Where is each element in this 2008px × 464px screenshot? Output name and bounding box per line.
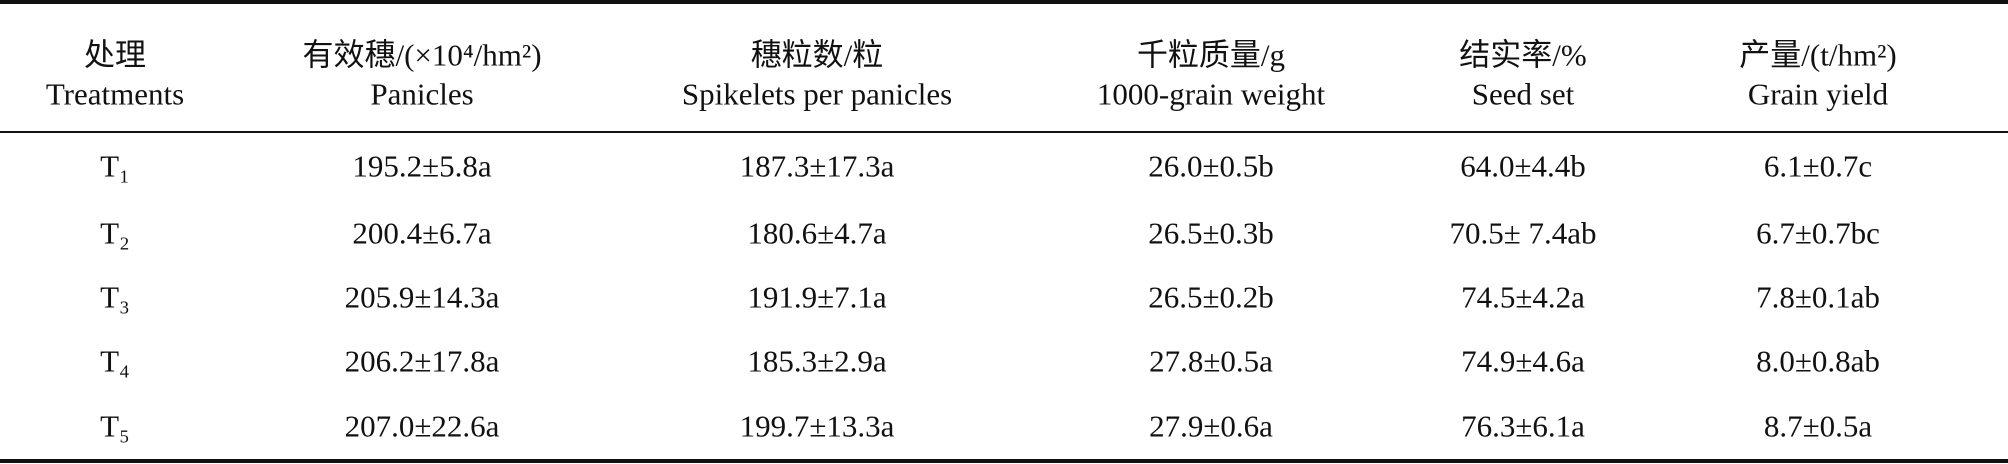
table-cell: 6.7±0.7bc (1756, 215, 1880, 251)
bottom-rule (0, 459, 2008, 463)
header-zh: 产量/(t/hm²) (1739, 37, 1897, 73)
table-cell: 207.0±22.6a (344, 408, 500, 444)
table-cell: 180.6±4.7a (747, 215, 887, 251)
table-cell: 27.9±0.6a (1149, 408, 1273, 444)
table-cell: 200.4±6.7a (352, 215, 492, 251)
table-cell: 26.5±0.2b (1148, 279, 1274, 315)
row-label: T₃ (100, 279, 130, 315)
table-cell: 27.8±0.5a (1149, 343, 1273, 379)
row-label: T₂ (100, 215, 130, 251)
header-en: 1000-grain weight (1096, 76, 1326, 112)
table-cell: 206.2±17.8a (344, 343, 500, 379)
table-cell: 74.9±4.6a (1461, 343, 1585, 379)
header-en: Spikelets per panicles (681, 76, 953, 112)
table-cell: 74.5±4.2a (1461, 279, 1585, 315)
table-cell: 8.7±0.5a (1763, 408, 1873, 444)
row-label: T₄ (100, 343, 130, 379)
header-en: Treatments (45, 76, 185, 112)
table-cell: 70.5± 7.4ab (1449, 215, 1597, 251)
table-cell: 76.3±6.1a (1461, 408, 1585, 444)
row-label: T₁ (100, 148, 130, 184)
header-zh: 千粒质量/g (1136, 37, 1286, 73)
table-cell: 26.0±0.5b (1148, 148, 1274, 184)
table-cell: 205.9±14.3a (344, 279, 500, 315)
top-rule (0, 0, 2008, 4)
header-zh: 有效穗/(×10⁴/hm²) (302, 37, 542, 73)
table-cell: 64.0±4.4b (1460, 148, 1586, 184)
header-en: Seed set (1471, 76, 1575, 112)
row-label: T₅ (100, 408, 130, 444)
table-cell: 26.5±0.3b (1148, 215, 1274, 251)
table-cell: 185.3±2.9a (747, 343, 887, 379)
table-cell: 8.0±0.8ab (1756, 343, 1880, 379)
header-en: Panicles (370, 76, 474, 112)
header-en: Grain yield (1747, 76, 1889, 112)
header-zh: 穗粒数/粒 (750, 37, 884, 73)
table-cell: 6.1±0.7c (1763, 148, 1873, 184)
header-rule (0, 131, 2008, 133)
table-cell: 199.7±13.3a (739, 408, 895, 444)
table-cell: 7.8±0.1ab (1756, 279, 1880, 315)
table-cell: 195.2±5.8a (352, 148, 492, 184)
header-zh: 结实率/% (1459, 37, 1587, 73)
table-cell: 191.9±7.1a (747, 279, 887, 315)
table-cell: 187.3±17.3a (739, 148, 895, 184)
header-zh: 处理 (84, 37, 146, 73)
